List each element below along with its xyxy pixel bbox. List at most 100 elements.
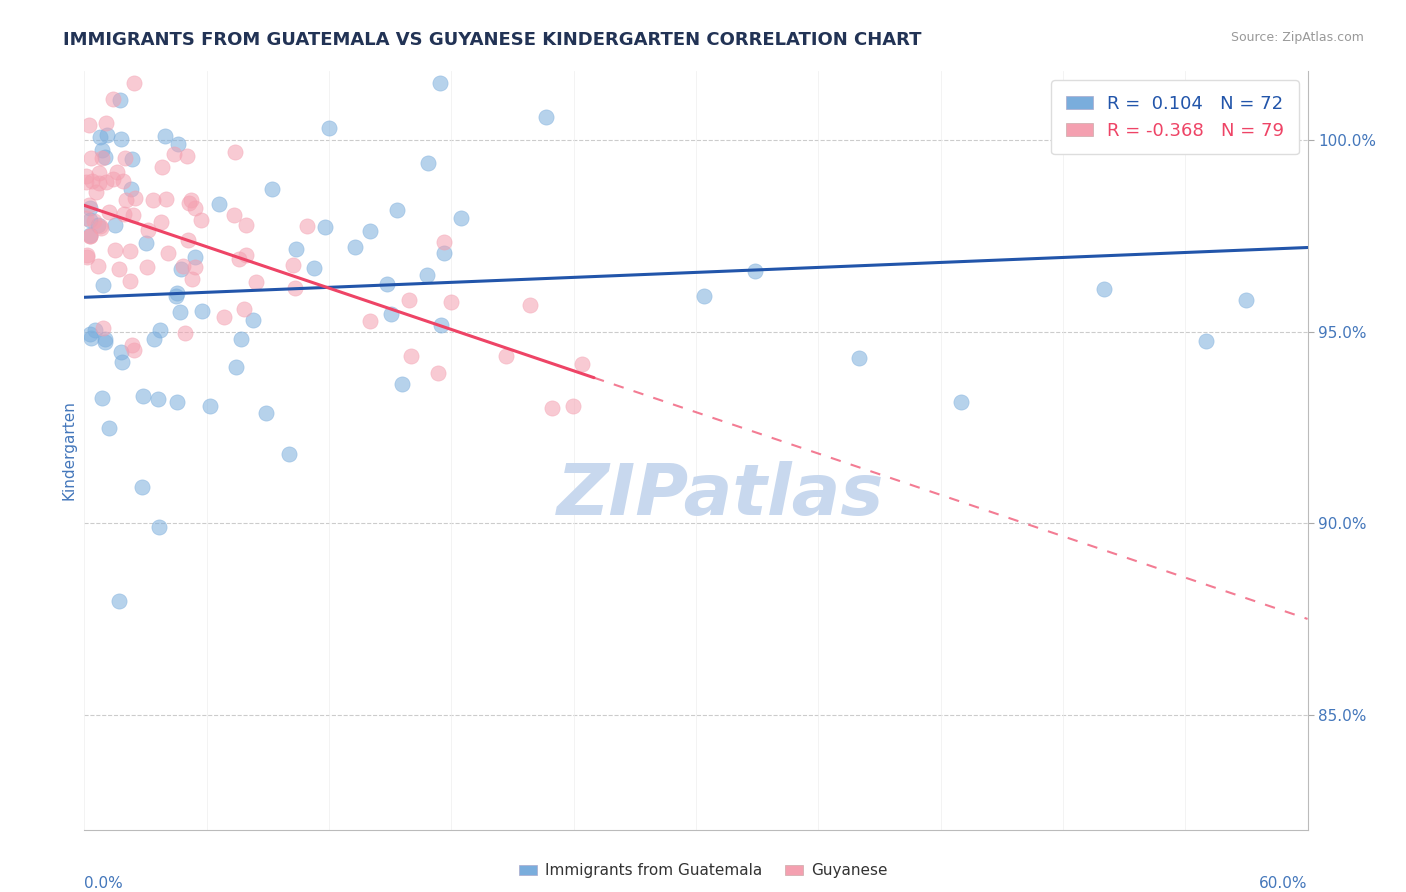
Point	[433, 246, 456, 260]
Point	[79, 228, 101, 243]
Point	[398, 293, 420, 308]
Text: Source: ZipAtlas.com: Source: ZipAtlas.com	[1230, 31, 1364, 45]
Point	[153, 129, 176, 144]
Point	[79, 212, 101, 227]
Point	[120, 182, 142, 196]
Point	[433, 235, 456, 249]
Point	[104, 243, 127, 257]
Point	[184, 201, 207, 215]
Point	[122, 76, 145, 90]
Point	[169, 305, 191, 319]
Point	[191, 304, 214, 318]
Point	[318, 121, 340, 136]
Point	[75, 211, 97, 226]
Text: 60.0%: 60.0%	[1260, 876, 1308, 890]
Point	[91, 151, 114, 165]
Point	[380, 307, 402, 321]
Point	[87, 176, 110, 190]
Point	[278, 447, 301, 461]
Point	[198, 399, 221, 413]
Point	[262, 182, 284, 196]
Point	[235, 218, 257, 232]
Point	[118, 244, 141, 258]
Legend: Immigrants from Guatemala, Guyanese: Immigrants from Guatemala, Guyanese	[513, 857, 893, 884]
Point	[561, 399, 583, 413]
Point	[110, 132, 132, 146]
Point	[415, 268, 437, 282]
Point	[79, 229, 101, 244]
Point	[142, 193, 165, 207]
Point	[79, 197, 101, 211]
Point	[104, 218, 127, 232]
Point	[103, 92, 125, 106]
Point	[426, 366, 449, 380]
Point	[96, 128, 118, 142]
Point	[132, 389, 155, 403]
Point	[114, 151, 136, 165]
Point	[86, 219, 108, 233]
Point	[108, 261, 131, 276]
Point	[89, 129, 111, 144]
Point	[90, 392, 112, 406]
Point	[177, 233, 200, 247]
Text: ZIPatlas: ZIPatlas	[557, 461, 884, 531]
Point	[152, 161, 174, 175]
Point	[136, 222, 159, 236]
Point	[377, 277, 399, 291]
Point	[495, 349, 517, 363]
Point	[121, 337, 143, 351]
Point	[430, 318, 453, 332]
Point	[79, 327, 101, 342]
Point	[416, 156, 439, 170]
Point	[385, 202, 408, 217]
Point	[950, 395, 973, 409]
Point	[82, 174, 104, 188]
Point	[122, 343, 145, 358]
Point	[94, 150, 117, 164]
Point	[124, 191, 146, 205]
Point	[166, 286, 188, 301]
Point	[79, 118, 101, 132]
Point	[94, 332, 117, 346]
Point	[224, 145, 246, 160]
Point	[97, 421, 120, 435]
Point	[165, 288, 187, 302]
Point	[245, 275, 267, 289]
Point	[83, 214, 105, 228]
Point	[172, 260, 194, 274]
Point	[541, 401, 564, 416]
Point	[174, 326, 197, 341]
Point	[121, 152, 143, 166]
Point	[344, 240, 367, 254]
Point	[108, 93, 131, 107]
Point	[90, 221, 112, 235]
Point	[79, 228, 101, 243]
Point	[214, 310, 236, 324]
Text: IMMIGRANTS FROM GUATEMALA VS GUYANESE KINDERGARTEN CORRELATION CHART: IMMIGRANTS FROM GUATEMALA VS GUYANESE KI…	[63, 31, 922, 49]
Point	[135, 235, 157, 250]
Point	[429, 76, 451, 90]
Point	[91, 320, 114, 334]
Point	[163, 147, 186, 161]
Point	[79, 152, 101, 166]
Point	[143, 332, 166, 346]
Point	[75, 175, 97, 189]
Point	[83, 323, 105, 337]
Point	[284, 281, 307, 295]
Point	[155, 192, 177, 206]
Point	[167, 137, 190, 152]
Point	[157, 246, 180, 260]
Point	[135, 260, 157, 274]
Point	[150, 214, 173, 228]
Point	[183, 260, 205, 275]
Point	[93, 277, 115, 292]
Point	[285, 242, 308, 256]
Point	[80, 331, 103, 345]
Point	[75, 169, 97, 184]
Point	[94, 334, 117, 349]
Point	[232, 302, 254, 317]
Point	[170, 261, 193, 276]
Point	[692, 289, 714, 303]
Point	[177, 195, 200, 210]
Legend: R =  0.104   N = 72, R = -0.368   N = 79: R = 0.104 N = 72, R = -0.368 N = 79	[1052, 80, 1299, 154]
